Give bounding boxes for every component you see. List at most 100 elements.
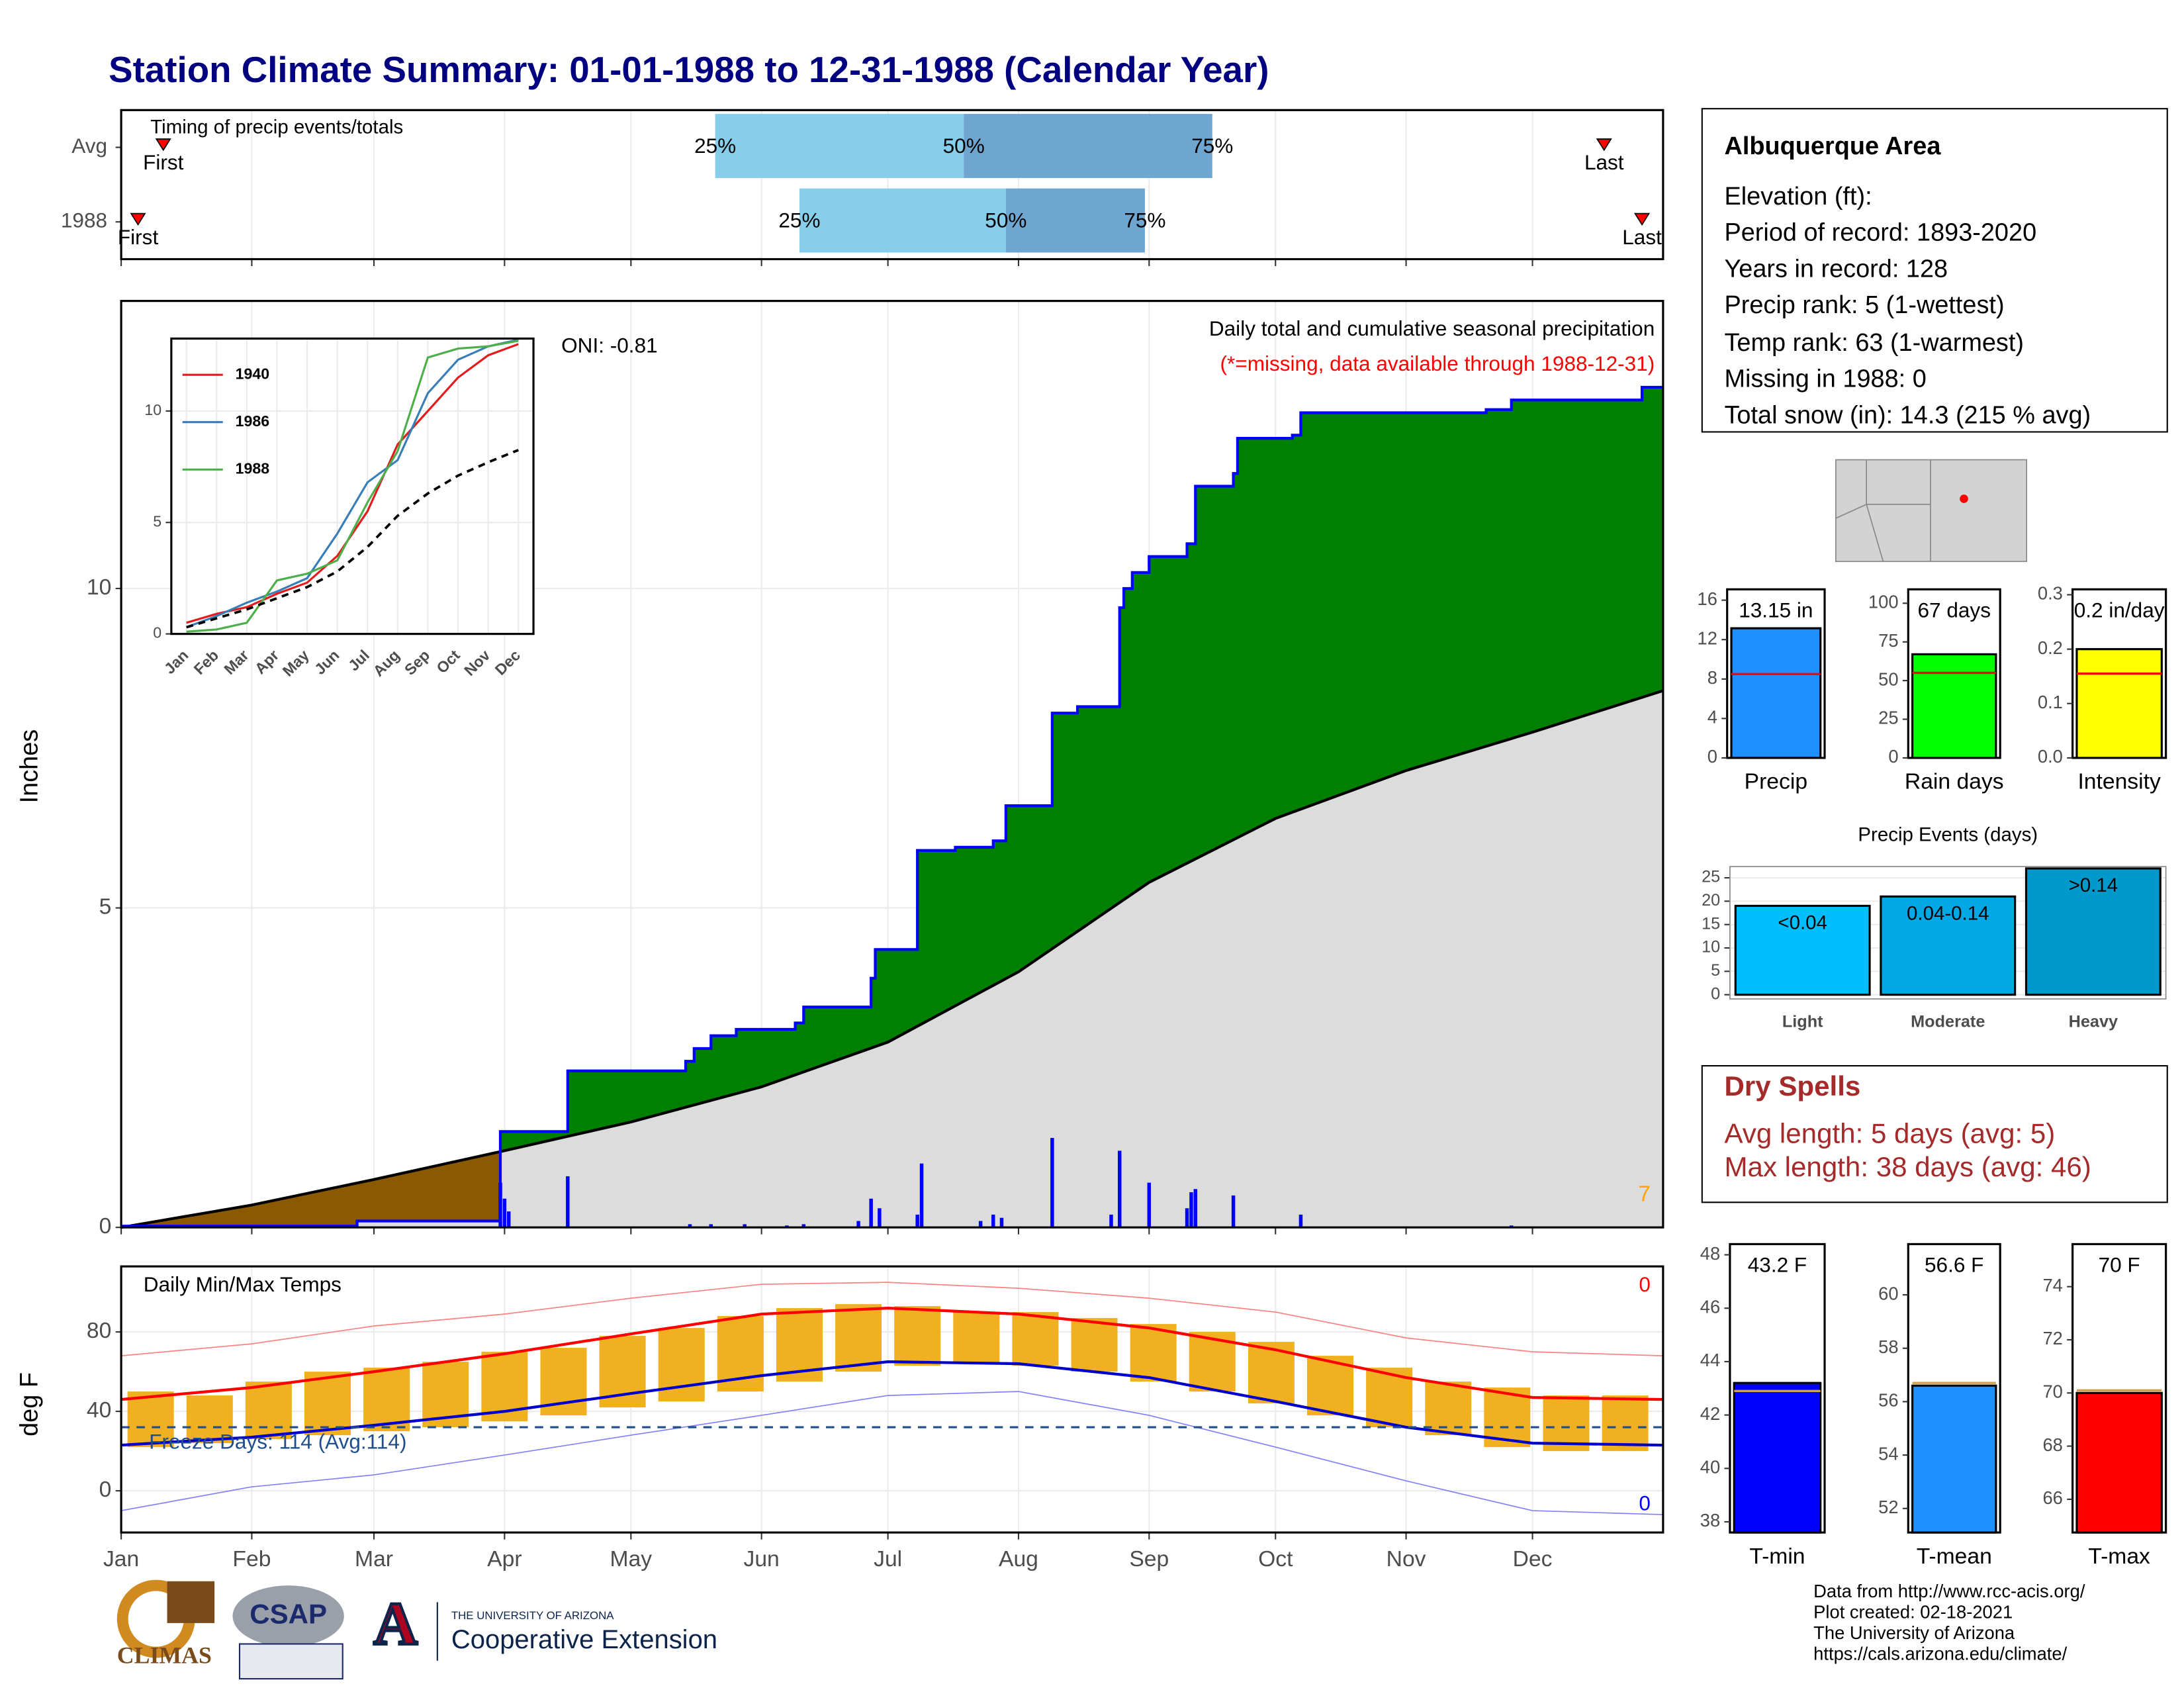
x-tick-label: Light — [1782, 1012, 1823, 1031]
y-tick-label: 0 — [99, 1214, 112, 1239]
series-line — [186, 449, 519, 629]
daily-precip-bar — [743, 1224, 747, 1228]
daily-precip-bar — [991, 1214, 995, 1228]
event-marker — [1596, 138, 1612, 152]
ua-name: THE UNIVERSITY OF ARIZONA — [451, 1609, 614, 1622]
quartile-label: 25% — [778, 209, 820, 232]
y-tick-label: 52 — [1878, 1497, 1898, 1517]
x-tick-label: Moderate — [1911, 1012, 1985, 1031]
bin-label: <0.04 — [1778, 912, 1827, 934]
panel-frame — [120, 300, 1664, 1229]
x-tick-label: Feb — [232, 1547, 271, 1571]
daily-precip-bar — [506, 1211, 511, 1228]
quartile-bar — [1005, 188, 1145, 253]
daily-precip-bar — [915, 1214, 919, 1228]
panel-frame — [120, 1265, 1664, 1534]
daily-precip-bar — [999, 1217, 1004, 1228]
quartile-label: 25% — [694, 134, 736, 158]
y-tick-label: 46 — [1700, 1296, 1720, 1317]
y-tick-label: 25 — [1878, 708, 1898, 728]
value-label: 56.6 F — [1925, 1252, 1983, 1276]
daily-precip-bar — [1193, 1189, 1198, 1228]
x-tick-label: Mar — [355, 1547, 393, 1571]
x-tick-label: Heavy — [2069, 1012, 2118, 1031]
event-marker — [1634, 212, 1651, 226]
y-tick-label: 48 — [1700, 1243, 1720, 1264]
annotation: (*=missing, data available through 1988-… — [1220, 352, 1655, 375]
y-tick-label: 100 — [1868, 592, 1899, 612]
row-label: Avg — [71, 134, 107, 158]
y-tick-label: 54 — [1878, 1443, 1898, 1464]
daily-precip-bar — [1050, 1138, 1054, 1228]
y-tick-label: 0.1 — [2038, 692, 2063, 712]
y-tick-label: 60 — [1878, 1283, 1898, 1303]
daily-precip-bar — [1298, 1214, 1303, 1228]
station-dot — [1960, 494, 1968, 503]
y-tick-label: 0 — [153, 624, 161, 641]
observed-line — [121, 385, 1663, 1228]
y-tick-label: 8 — [1707, 667, 1717, 688]
map-land — [1835, 459, 2028, 563]
daily-precip-bar — [869, 1198, 873, 1228]
daily-precip-bar — [566, 1176, 570, 1228]
y-tick-label: 12 — [1698, 628, 1717, 648]
summary-bar — [2075, 1391, 2163, 1534]
summary-label: Rain days — [1905, 770, 2004, 794]
event-label: Last — [1584, 150, 1624, 174]
series-line — [186, 338, 519, 629]
temp-range-bar — [363, 1368, 410, 1432]
summary-bar — [1733, 1382, 1822, 1534]
info-line: Precip rank: 5 (1-wettest) — [1724, 291, 2004, 319]
y-tick-label: 0.3 — [2038, 583, 2063, 604]
quartile-label: 75% — [1191, 134, 1233, 158]
y-tick-label: 74 — [2042, 1275, 2062, 1295]
y-tick-label: 38 — [1700, 1510, 1720, 1530]
page-title: Station Climate Summary: 01-01-1988 to 1… — [109, 49, 1269, 90]
summary-label: T-min — [1749, 1544, 1805, 1569]
footer-line: https://cals.arizona.edu/climate/ — [1813, 1644, 2067, 1664]
event-marker — [130, 212, 146, 226]
climas-emblem — [167, 1581, 215, 1623]
y-tick-label: 58 — [1878, 1336, 1898, 1357]
x-tick-label: Nov — [1387, 1547, 1426, 1571]
y-tick-label: 40 — [1700, 1456, 1720, 1477]
quartile-label: 75% — [1124, 209, 1165, 232]
annotation: 0 — [1639, 1272, 1651, 1296]
info-title: Albuquerque Area — [1724, 132, 1941, 160]
y-tick-label: 0.0 — [2038, 746, 2063, 767]
y-tick-label: 75 — [1878, 630, 1898, 651]
dry-spells-line: Avg length: 5 days (avg: 5) — [1724, 1117, 2055, 1149]
inset-frame — [170, 337, 535, 635]
temp-range-bar — [835, 1304, 882, 1372]
summary-label: Intensity — [2077, 770, 2161, 794]
info-box — [1701, 108, 2168, 433]
temp-range-bar — [245, 1382, 292, 1440]
x-tick-label: Jun — [744, 1547, 780, 1571]
y-tick-label: 0.2 — [2038, 637, 2063, 658]
temp-line — [120, 1307, 1663, 1401]
annotation: ONI: -0.81 — [561, 333, 658, 357]
y-axis-label: Inches — [15, 729, 43, 804]
temp-range-bar — [1425, 1382, 1472, 1436]
y-tick-label: 70 — [2042, 1382, 2062, 1402]
value-label: 0.2 in/day — [2074, 598, 2165, 622]
x-tick-label: Aug — [999, 1547, 1038, 1571]
y-axis-label: deg F — [15, 1372, 43, 1436]
daily-precip-bar — [1117, 1150, 1122, 1228]
temp-range-bar — [1071, 1318, 1118, 1372]
daily-precip-bar — [878, 1208, 882, 1228]
temp-line — [120, 1360, 1663, 1447]
temp-line — [121, 1282, 1663, 1356]
summary-label: Precip — [1745, 770, 1807, 794]
legend-label: 1986 — [236, 412, 270, 430]
y-tick-label: 15 — [1702, 914, 1720, 933]
daily-precip-bar — [498, 1182, 502, 1228]
event-label: First — [143, 150, 184, 174]
inset-bg — [171, 338, 534, 634]
y-tick-label: 20 — [1702, 891, 1720, 910]
y-tick-label: 42 — [1700, 1403, 1720, 1424]
daily-precip-bar — [1231, 1195, 1236, 1228]
normal-area — [121, 690, 1663, 1228]
series-line — [186, 340, 519, 633]
